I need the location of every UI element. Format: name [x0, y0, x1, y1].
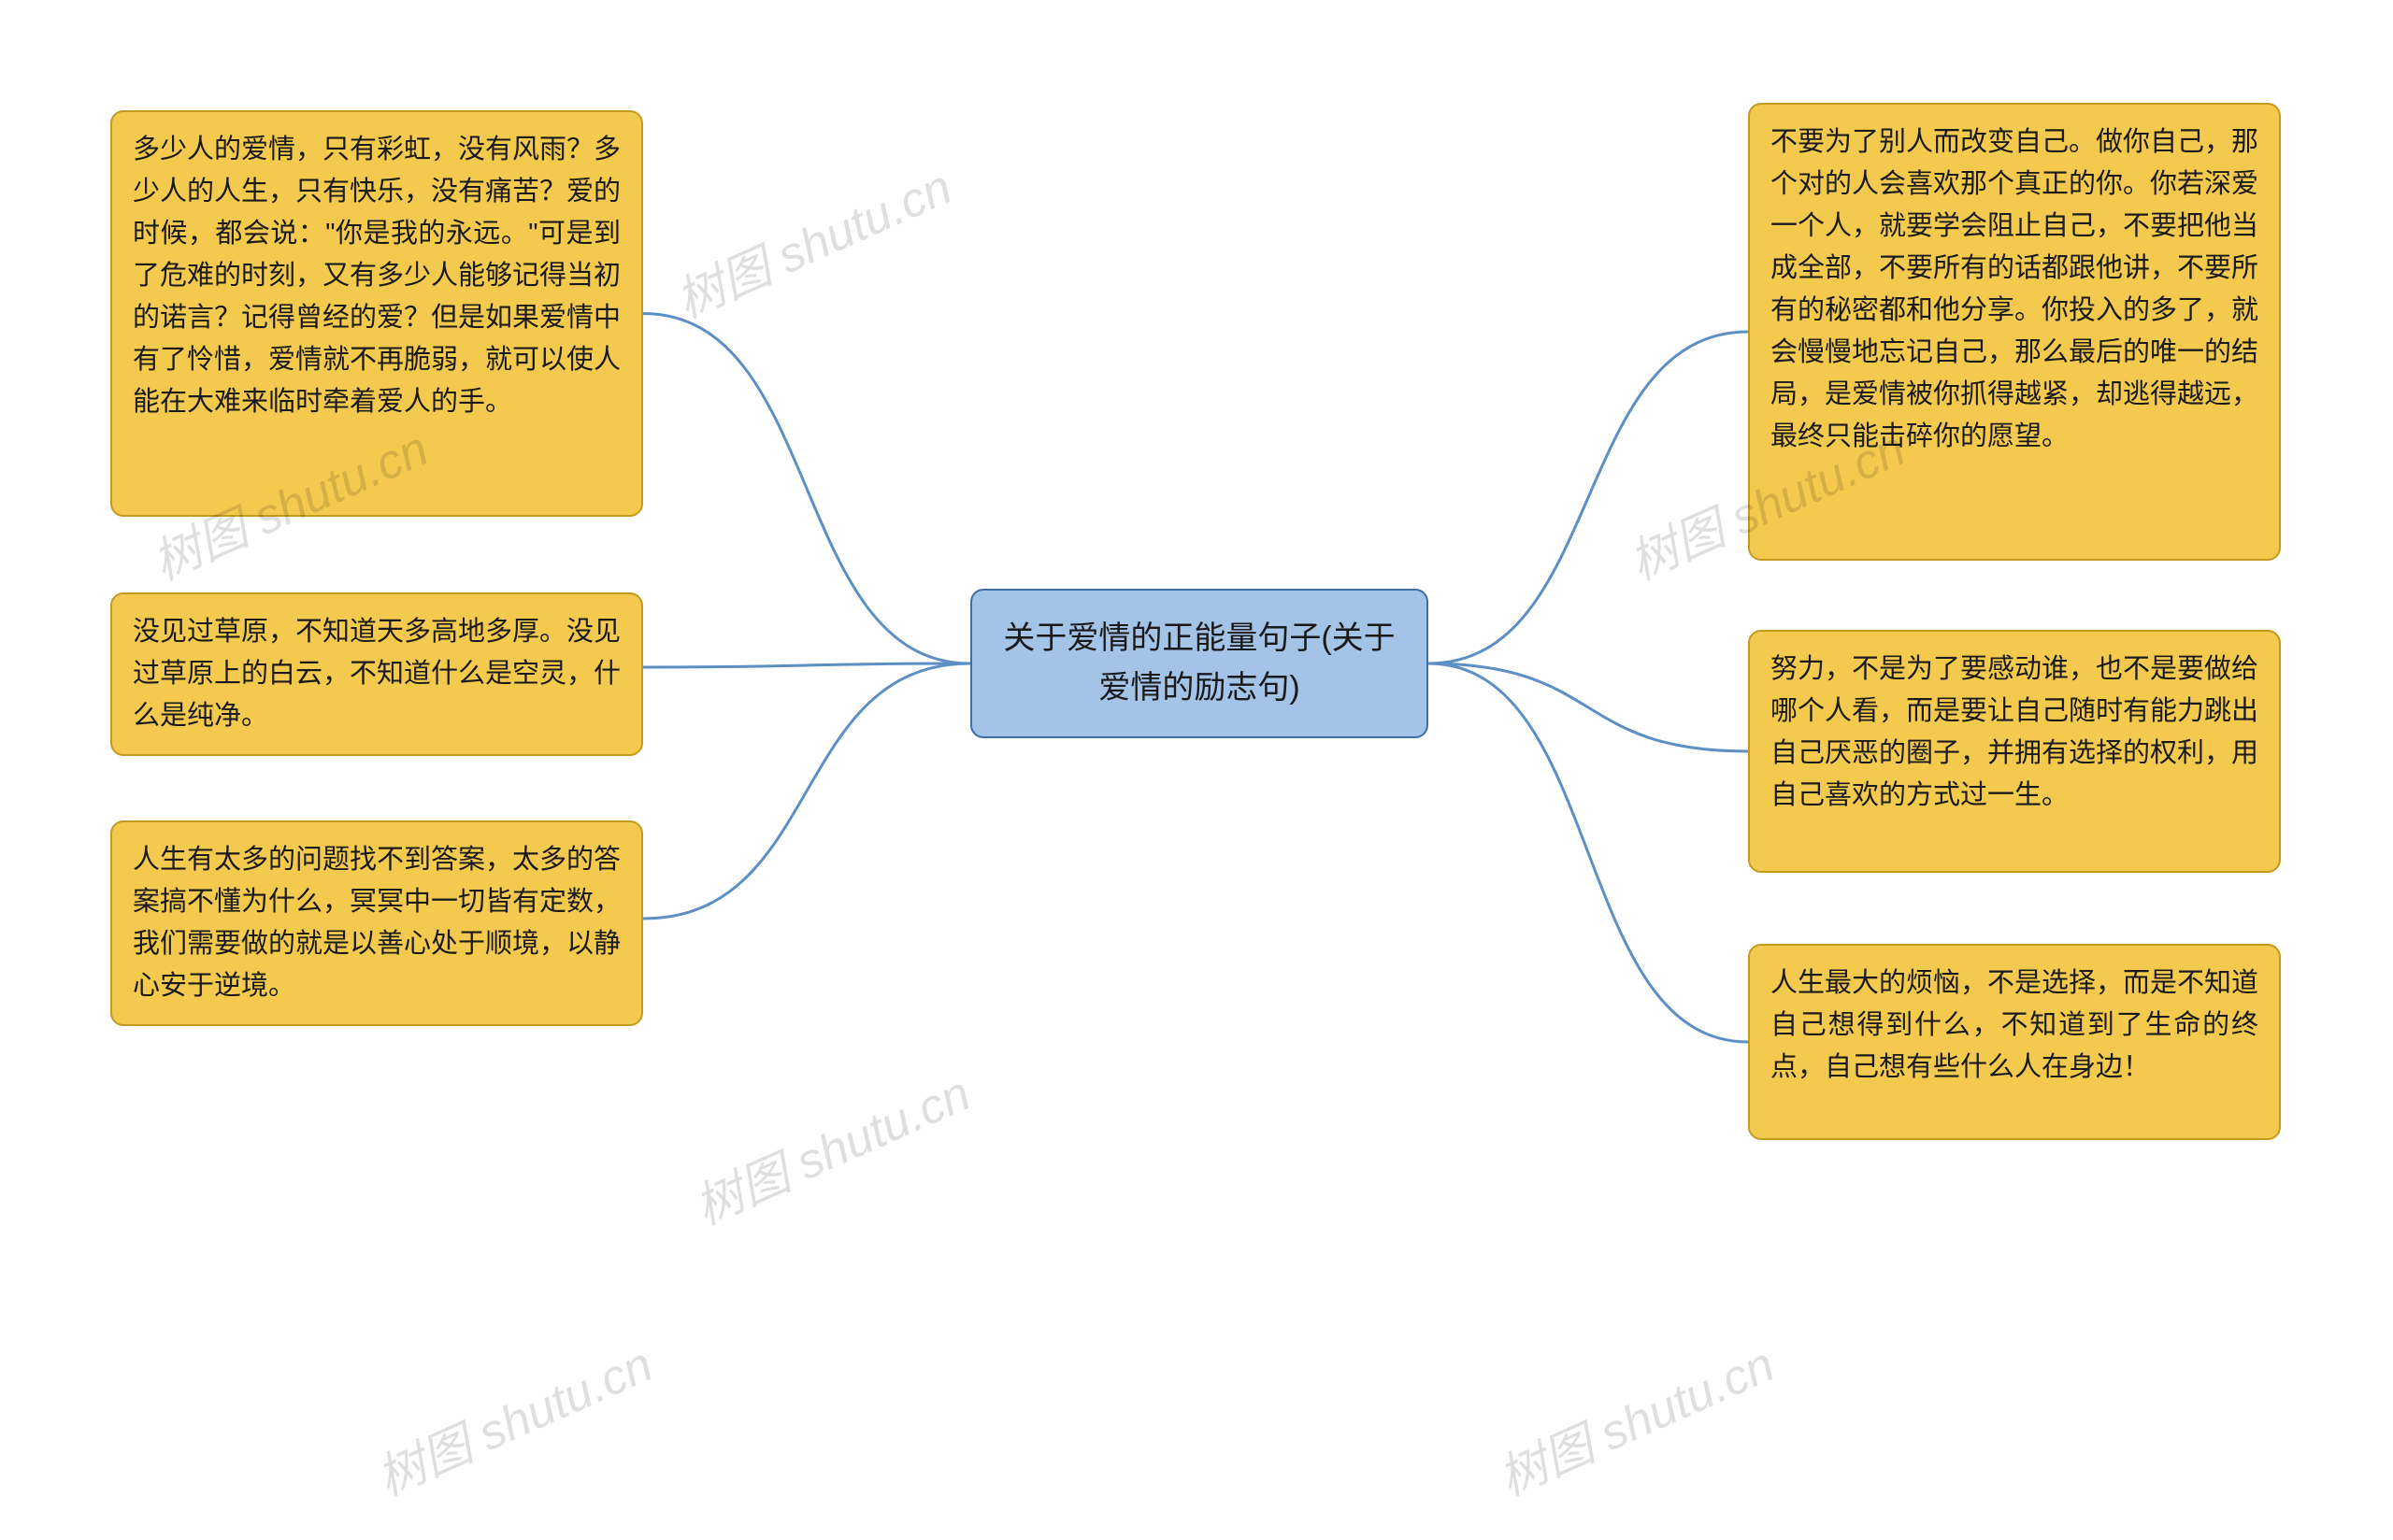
leaf-text: 努力，不是为了要感动谁，也不是要做给哪个人看，而是要让自己随时有能力跳出自己厌恶… [1770, 654, 2258, 810]
connector-path [1428, 663, 1748, 751]
leaf-text: 没见过草原，不知道天多高地多厚。没见过草原上的白云，不知道什么是空灵，什么是纯净… [133, 617, 621, 731]
watermark: 树图 shutu.cn [364, 1325, 661, 1509]
mindmap-leaf-left-2[interactable]: 人生有太多的问题找不到答案，太多的答案搞不懂为什么，冥冥中一切皆有定数，我们需要… [110, 820, 643, 1026]
leaf-text: 人生有太多的问题找不到答案，太多的答案搞不懂为什么，冥冥中一切皆有定数，我们需要… [133, 845, 621, 1001]
connector-path [643, 663, 970, 919]
connector-path [1428, 332, 1748, 663]
leaf-text: 人生最大的烦恼，不是选择，而是不知道自己想得到什么，不知道到了生命的终点，自己想… [1770, 968, 2258, 1082]
leaf-text: 多少人的爱情，只有彩虹，没有风雨？多少人的人生，只有快乐，没有痛苦？爱的时候，都… [133, 135, 621, 417]
mindmap-leaf-right-1[interactable]: 努力，不是为了要感动谁，也不是要做给哪个人看，而是要让自己随时有能力跳出自己厌恶… [1748, 630, 2281, 873]
connector-path [643, 663, 970, 667]
leaf-text: 不要为了别人而改变自己。做你自己，那个对的人会喜欢那个真正的你。你若深爱一个人，… [1770, 127, 2258, 451]
mindmap-leaf-left-0[interactable]: 多少人的爱情，只有彩虹，没有风雨？多少人的人生，只有快乐，没有痛苦？爱的时候，都… [110, 110, 643, 517]
watermark: 树图 shutu.cn [681, 1054, 979, 1238]
mindmap-leaf-right-0[interactable]: 不要为了别人而改变自己。做你自己，那个对的人会喜欢那个真正的你。你若深爱一个人，… [1748, 103, 2281, 561]
connector-path [1428, 663, 1748, 1042]
mindmap-leaf-right-2[interactable]: 人生最大的烦恼，不是选择，而是不知道自己想得到什么，不知道到了生命的终点，自己想… [1748, 944, 2281, 1140]
watermark: 树图 shutu.cn [1485, 1325, 1783, 1509]
watermark: 树图 shutu.cn [663, 148, 960, 332]
mindmap-center-node[interactable]: 关于爱情的正能量句子(关于爱情的励志句) [970, 589, 1428, 738]
connector-path [643, 314, 970, 664]
center-node-text: 关于爱情的正能量句子(关于爱情的励志句) [993, 614, 1406, 712]
mindmap-leaf-left-1[interactable]: 没见过草原，不知道天多高地多厚。没见过草原上的白云，不知道什么是空灵，什么是纯净… [110, 592, 643, 756]
